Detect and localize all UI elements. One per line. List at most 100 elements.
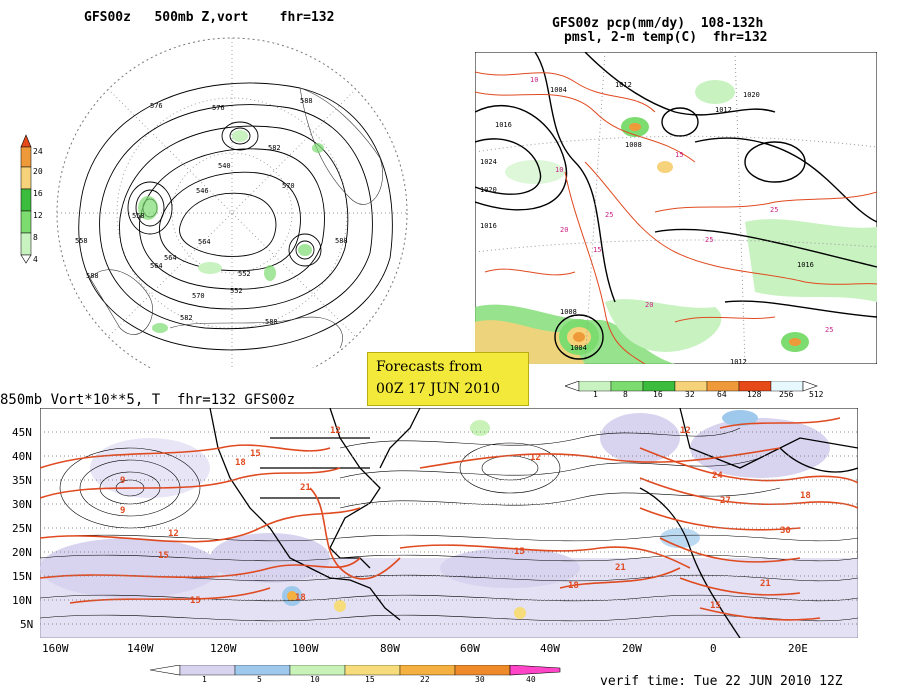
legend-level: 12 [33,211,43,220]
contour-label: 576 [150,102,163,110]
temp-label: 21 [615,563,626,573]
panel2-map: 1004 1012 1016 1008 1020 1016 1012 1008 … [475,52,877,364]
contour-label: 558 [75,237,88,245]
lon-label: 20W [622,642,642,655]
banner-line1: Forecasts from [376,359,483,375]
temp-label: 27 [720,496,731,506]
legend-level: 8 [623,390,628,399]
lat-label: 40N [12,450,32,463]
panel2-legend: 1 8 16 32 64 128 256 512 [564,378,850,400]
temp-label: 21 [300,483,311,493]
contour-label: 588 [265,318,278,326]
contour-label: 552 [238,270,251,278]
temp-label: 15 [158,551,169,561]
legend-level: 1 [202,675,207,684]
legend-level: 4 [33,255,38,264]
temp-label: 30 [780,526,791,536]
verif-time: verif time: Tue 22 JUN 2010 12Z [600,674,843,689]
contour-label: 546 [196,187,209,195]
legend-level: 22 [420,675,430,684]
lon-label: 0 [710,642,717,655]
temp-label: 15 [514,547,525,557]
temp-label: 25 [825,326,833,334]
lat-label: 45N [12,426,32,439]
lon-label: 120W [210,642,237,655]
contour-label: 582 [180,314,193,322]
pressure-label: 1016 [480,222,497,230]
temp-label: 25 [770,206,778,214]
temp-label: 15 [710,601,721,611]
temp-label: 20 [645,301,653,309]
temp-label: 15 [593,246,601,254]
lon-label: 80W [380,642,400,655]
temp-label: 18 [235,458,246,468]
contour-label: 588 [300,97,313,105]
lon-label: 60W [460,642,480,655]
contour-label: 540 [218,162,231,170]
contour-label: 552 [230,287,243,295]
legend-level: 64 [717,390,727,399]
temp-label: 10 [530,76,538,84]
temp-label: 18 [800,491,811,501]
legend-level: 8 [33,233,38,242]
pressure-label: 1016 [495,121,512,129]
contour-label: 570 [192,292,205,300]
panel1-map: 588 576 564 552 546 540 570 582 564 558 … [56,37,408,368]
temp-label: 12 [330,426,341,436]
panel1-title: GFS00z 500mb Z,vort fhr=132 [84,10,335,25]
contour-label: 570 [282,182,295,190]
lat-label: 10N [12,594,32,607]
legend-level: 10 [310,675,320,684]
pressure-label: 1004 [570,344,587,352]
pressure-label: 1012 [615,81,632,89]
contour-label: 558 [132,212,145,220]
contour-label: 564 [198,238,211,246]
panel3-legend: 1 5 10 15 22 30 40 [149,662,590,690]
temp-label: 15 [675,151,683,159]
lat-label: 5N [20,618,34,631]
temp-label: 12 [168,529,179,539]
temp-label: 9 [120,476,125,486]
temp-label: 25 [605,211,613,219]
pressure-label: 1024 [480,158,497,166]
legend-level: 16 [33,189,43,198]
lon-label: 140W [127,642,154,655]
temp-label: 12 [530,453,541,463]
lat-label: 20N [12,546,32,559]
temp-label: 24 [712,471,723,481]
legend-level: 128 [747,390,762,399]
lat-label: 35N [12,474,32,487]
lon-label: 100W [292,642,319,655]
legend-level: 15 [365,675,375,684]
pressure-label: 1008 [560,308,577,316]
temp-label: 10 [555,166,563,174]
forecast-banner: Forecasts from 00Z 17 JUN 2010 [367,352,529,406]
legend-level: 30 [475,675,485,684]
contour-label: 576 [212,104,225,112]
temp-label: 18 [295,593,306,603]
temp-label: 9 [120,506,125,516]
legend-level: 32 [685,390,695,399]
lon-label: 20E [788,642,808,655]
temp-label: 15 [250,449,261,459]
legend-level: 24 [33,147,43,156]
legend-level: 256 [779,390,794,399]
panel2-title-line1: GFS00z pcp(mm/dy) 108-132h [552,16,764,31]
panel3-map: 18 15 12 9 12 15 18 21 15 12 15 18 21 24… [40,408,858,638]
legend-level: 1 [593,390,598,399]
panel1-legend: 24 20 16 12 8 4 [20,134,43,264]
panel3-title: 850mb Vort*10**5, T fhr=132 GFS00z [0,392,296,408]
contour-label: 588 [86,272,99,280]
pressure-label: 1012 [730,358,747,364]
pressure-label: 1012 [715,106,732,114]
legend-level: 40 [526,675,536,684]
contour-label: 588 [335,237,348,245]
legend-level: 16 [653,390,663,399]
panel2-title-line2: pmsl, 2-m temp(C) fhr=132 [564,30,768,45]
contour-label: 582 [268,144,281,152]
pressure-label: 1016 [797,261,814,269]
temp-label: 15 [190,596,201,606]
banner-line2: 00Z 17 JUN 2010 [376,381,500,397]
pressure-label: 1020 [480,186,497,194]
hemisphere-boundary [56,37,408,368]
